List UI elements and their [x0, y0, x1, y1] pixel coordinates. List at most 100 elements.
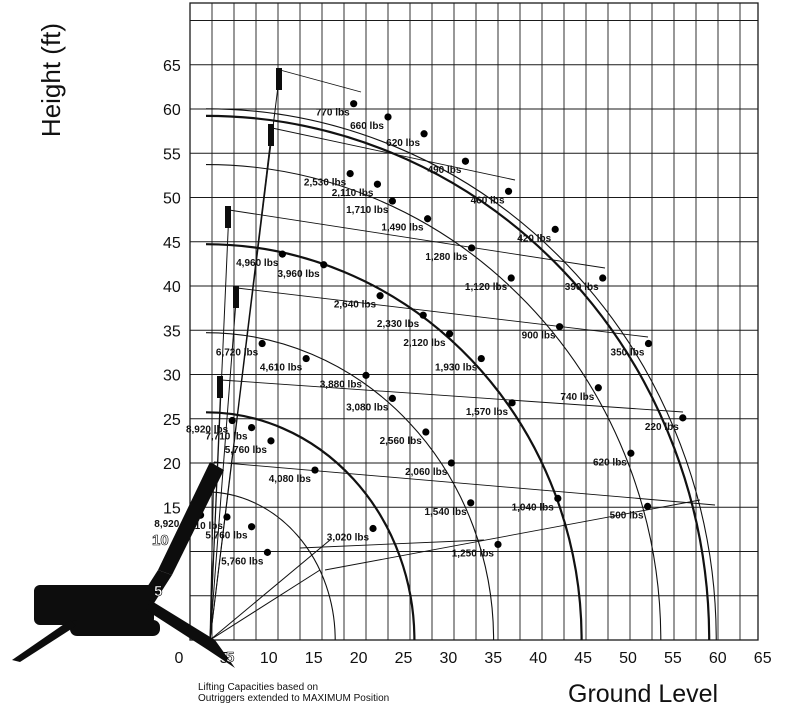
- y-tick-label: 30: [163, 368, 181, 385]
- x-tick-label: 65: [754, 650, 772, 667]
- grid: [189, 2, 759, 641]
- capacity-point: [599, 274, 607, 282]
- capacity-arc: [205, 491, 336, 641]
- capacity-label: 3,960 lbs: [277, 269, 320, 280]
- boom-tip: [276, 68, 282, 90]
- x-tick-label: 0: [175, 650, 184, 667]
- capacity-arc: [205, 108, 717, 641]
- capacity-point: [644, 502, 652, 510]
- boom-tip: [225, 206, 231, 228]
- boom-tip: [233, 286, 239, 308]
- boom-ray: [209, 539, 331, 641]
- capacity-label: 500 lbs: [610, 510, 644, 521]
- capacity-label: 4,610 lbs: [260, 363, 303, 374]
- radius-mark-5: 5: [226, 649, 234, 666]
- capacity-label: 7,710 lbs: [205, 432, 248, 443]
- capacity-point: [508, 399, 516, 407]
- capacity-label: 7,710 lbs: [181, 521, 224, 532]
- load-line: [213, 461, 716, 506]
- capacity-point: [376, 292, 384, 300]
- capacity-arc: [205, 243, 583, 641]
- capacity-label: 350 lbs: [611, 348, 645, 359]
- x-axis-title: Ground Level: [568, 680, 719, 708]
- capacity-point: [554, 494, 562, 502]
- capacity-point: [679, 414, 687, 422]
- capacity-point: [362, 371, 370, 379]
- crane-track: [70, 620, 160, 636]
- capacity-point: [477, 354, 485, 363]
- capacity-label: 1,540 lbs: [424, 507, 467, 518]
- capacity-point: [248, 424, 256, 432]
- y-tick-label: 55: [163, 146, 181, 163]
- capacity-point: [461, 157, 470, 165]
- outrigger-left: [12, 620, 76, 662]
- load-line: [279, 69, 362, 93]
- capacity-arc: [205, 114, 711, 641]
- capacity-label: 2,330 lbs: [377, 319, 420, 330]
- x-tick-label: 35: [484, 650, 502, 667]
- x-tick-label: 45: [574, 650, 592, 667]
- capacity-point: [248, 523, 256, 531]
- outrigger-right: [146, 600, 235, 668]
- boom-tip: [217, 376, 223, 398]
- y-tick-label: 45: [163, 235, 181, 252]
- capacity-label: 420 lbs: [517, 233, 551, 244]
- capacity-label: 770 lbs: [316, 108, 350, 119]
- capacity-point: [369, 524, 377, 533]
- x-tick-label: 15: [305, 650, 323, 667]
- capacity-label: 1,930 lbs: [435, 363, 478, 374]
- y-tick-label: 25: [163, 412, 181, 429]
- boom-section: [158, 462, 224, 575]
- capacity-point: [556, 323, 564, 331]
- x-tick-label: 40: [529, 650, 547, 667]
- capacity-point: [644, 339, 653, 348]
- capacity-point: [320, 261, 328, 269]
- y-tick-label: 50: [163, 191, 181, 208]
- load-line: [220, 379, 684, 413]
- boom-ray: [209, 287, 238, 641]
- y-tick-label: 20: [163, 456, 181, 473]
- boom-ray: [209, 379, 222, 641]
- footnote-line-1: Lifting Capacities based on: [198, 682, 319, 693]
- y-tick-label: 35: [163, 323, 181, 340]
- capacity-label: 6,720 lbs: [216, 348, 259, 359]
- capacity-label: 2,110 lbs: [332, 188, 374, 199]
- capacity-point: [346, 170, 354, 178]
- capacity-label: 1,710 lbs: [346, 205, 389, 216]
- capacity-label: 8,920 lbs: [186, 425, 229, 436]
- footnote: Lifting Capacities based on Outriggers e…: [198, 682, 389, 704]
- capacity-point: [258, 339, 266, 348]
- boom-tip: [268, 124, 274, 146]
- capacity-point: [388, 197, 396, 205]
- x-tick-label: 20: [350, 650, 368, 667]
- capacity-point: [468, 244, 476, 252]
- load-line: [236, 287, 649, 338]
- capacity-point: [446, 330, 454, 338]
- y-tick-label: 40: [163, 279, 181, 296]
- capacity-point: [228, 416, 236, 425]
- capacity-label: 1,280 lbs: [425, 252, 468, 263]
- footnote-line-2: Outriggers extended to MAXIMUM Position: [198, 693, 390, 704]
- capacity-label: 2,120 lbs: [403, 338, 446, 349]
- boom-ray: [209, 127, 273, 641]
- boom-ray: [209, 569, 321, 641]
- y-tick-label: 60: [163, 102, 181, 119]
- y-axis-title: Height (ft): [36, 22, 66, 138]
- capacity-point: [263, 548, 272, 556]
- capacity-point: [350, 100, 358, 108]
- boom-rays: [209, 69, 716, 641]
- y-tick-label: 65: [163, 58, 181, 75]
- crane-body: [34, 585, 154, 625]
- capacity-label: 2,640 lbs: [334, 300, 377, 311]
- capacity-label: 4,080 lbs: [269, 474, 312, 485]
- capacity-point: [627, 449, 635, 457]
- capacity-label: 2,060 lbs: [405, 467, 448, 478]
- capacity-point: [388, 394, 396, 402]
- capacity-label: 900 lbs: [522, 331, 556, 342]
- capacity-point: [419, 311, 427, 319]
- capacity-point: [504, 187, 513, 195]
- capacity-label: 220 lbs: [645, 422, 679, 433]
- boom-ray: [209, 461, 215, 641]
- capacity-point: [302, 354, 310, 363]
